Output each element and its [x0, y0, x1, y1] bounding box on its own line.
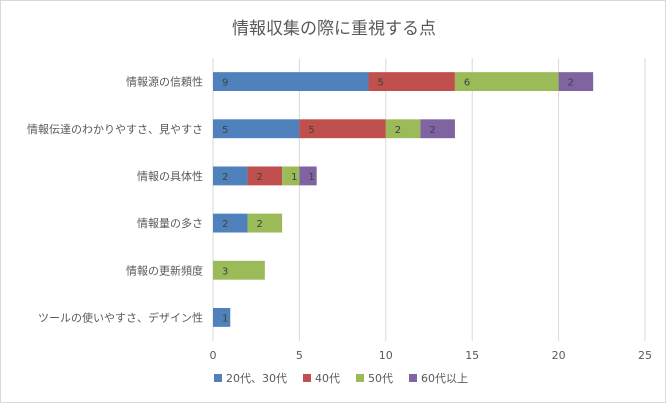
bar-3-2 [247, 213, 283, 233]
data-label-2-3: 1 [308, 172, 314, 183]
legend-label-2: 50代 [368, 372, 393, 385]
bar-1-3 [420, 119, 455, 139]
data-label-0-0: 9 [222, 78, 228, 89]
gridlines [212, 58, 646, 341]
category-label-0: 情報源の信頼性 [126, 75, 203, 89]
bars: 9 5 6 25 5 2 22 2 1 12 231 [213, 72, 594, 327]
category-label-3: 情報量の多さ [137, 216, 203, 230]
data-label-0-3: 2 [568, 78, 574, 89]
legend-swatch-1 [303, 374, 311, 382]
data-label-1-2: 2 [395, 125, 401, 136]
x-tick-2: 10 [379, 349, 393, 362]
bar-2-3 [299, 166, 317, 186]
x-tick-4: 20 [552, 349, 566, 362]
data-label-2-0: 2 [222, 172, 228, 183]
data-label-3-2: 2 [257, 219, 263, 230]
legend-label-1: 40代 [315, 372, 340, 385]
bar-0-3 [558, 72, 594, 92]
data-label-4-2: 3 [222, 266, 228, 277]
category-label-2: 情報の具体性 [137, 169, 203, 183]
data-label-1-0: 5 [222, 125, 228, 136]
data-label-5-0: 1 [222, 313, 228, 324]
bar-0-1 [368, 72, 455, 92]
chart-title: 情報収集の際に重視する点 [232, 19, 436, 39]
bar-2-0 [213, 166, 248, 186]
data-label-3-0: 2 [222, 219, 228, 230]
category-label-5: ツールの使いやすさ、デザイン性 [38, 310, 203, 324]
category-label-4: 情報の更新頻度 [126, 263, 203, 277]
legend-label-3: 60代以上 [421, 372, 468, 385]
x-tick-5: 25 [638, 349, 652, 362]
category-label-1: 情報伝達のわかりやすさ、見やすさ [27, 123, 203, 136]
x-tick-1: 5 [296, 349, 303, 362]
bar-1-1 [299, 119, 386, 139]
data-label-1-1: 5 [308, 125, 314, 136]
bar-1-2 [385, 119, 421, 139]
legend: 20代、30代 40代 50代 60代以上 [214, 372, 468, 385]
bar-0-2 [454, 72, 559, 92]
x-tick-labels: 0 5 10 15 20 25 [210, 349, 653, 362]
legend-swatch-3 [409, 374, 417, 382]
bar-3-0 [213, 213, 248, 233]
data-label-0-2: 6 [464, 78, 470, 89]
bar-4-2 [213, 260, 265, 280]
data-label-2-1: 2 [257, 172, 263, 183]
bar-0-0 [213, 72, 369, 92]
category-labels: 情報源の信頼性情報伝達のわかりやすさ、見やすさ情報の具体性情報量の多さ情報の更新… [27, 75, 203, 325]
legend-swatch-0 [214, 374, 222, 382]
legend-label-0: 20代、30代 [226, 372, 287, 385]
x-tick-0: 0 [210, 349, 217, 362]
legend-swatch-2 [356, 374, 364, 382]
bar-2-1 [247, 166, 283, 186]
bar-2-2 [282, 166, 300, 186]
bar-1-0 [213, 119, 300, 139]
bar-5-0 [213, 307, 231, 327]
data-label-1-3: 2 [429, 125, 435, 136]
x-tick-3: 15 [465, 349, 479, 362]
data-label-0-1: 5 [378, 78, 384, 89]
data-label-2-2: 1 [291, 172, 297, 183]
